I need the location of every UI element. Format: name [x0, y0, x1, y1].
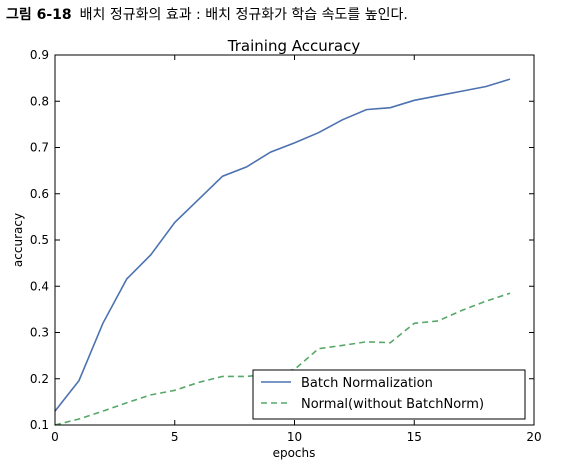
legend-label-1: Batch Normalization — [301, 376, 433, 391]
x-tick-label: 5 — [171, 430, 179, 444]
y-tick-label: 0.8 — [30, 94, 49, 108]
y-tick-label: 0.4 — [30, 279, 49, 293]
y-tick-label: 0.5 — [30, 233, 49, 247]
y-tick-label: 0.2 — [30, 372, 49, 386]
y-tick-label: 0.3 — [30, 326, 49, 340]
y-axis-label: accuracy — [11, 213, 25, 267]
legend-box — [252, 369, 526, 420]
x-tick-label: 15 — [407, 430, 422, 444]
figure-number: 그림 6-18 — [6, 7, 72, 23]
series-line-1 — [54, 78, 511, 412]
y-tick-label: 0.7 — [30, 141, 49, 155]
x-tick-label: 20 — [526, 430, 541, 444]
plot-area: 0 5 10 15 20 0.1 0.2 0.3 0.4 0.5 0.6 0.7 0.8 0.9 Batch… — [30, 48, 542, 444]
y-tick-label: 0.1 — [30, 418, 49, 432]
chart-title: Training Accuracy — [227, 37, 361, 55]
legend-label-2: Normal(without BatchNorm) — [301, 397, 484, 412]
x-tick-label: 0 — [51, 430, 59, 444]
x-tick-label: 10 — [287, 430, 302, 444]
figure-caption: 그림 6-18 배치 정규화의 효과 : 배치 정규화가 학습 속도를 높인다. — [6, 4, 408, 24]
y-tick-label: 0.9 — [30, 48, 49, 62]
x-axis-label: epochs — [273, 446, 316, 460]
y-tick-label: 0.6 — [30, 187, 49, 201]
figure-caption-text: 배치 정규화의 효과 : 배치 정규화가 학습 속도를 높인다. — [79, 7, 408, 23]
